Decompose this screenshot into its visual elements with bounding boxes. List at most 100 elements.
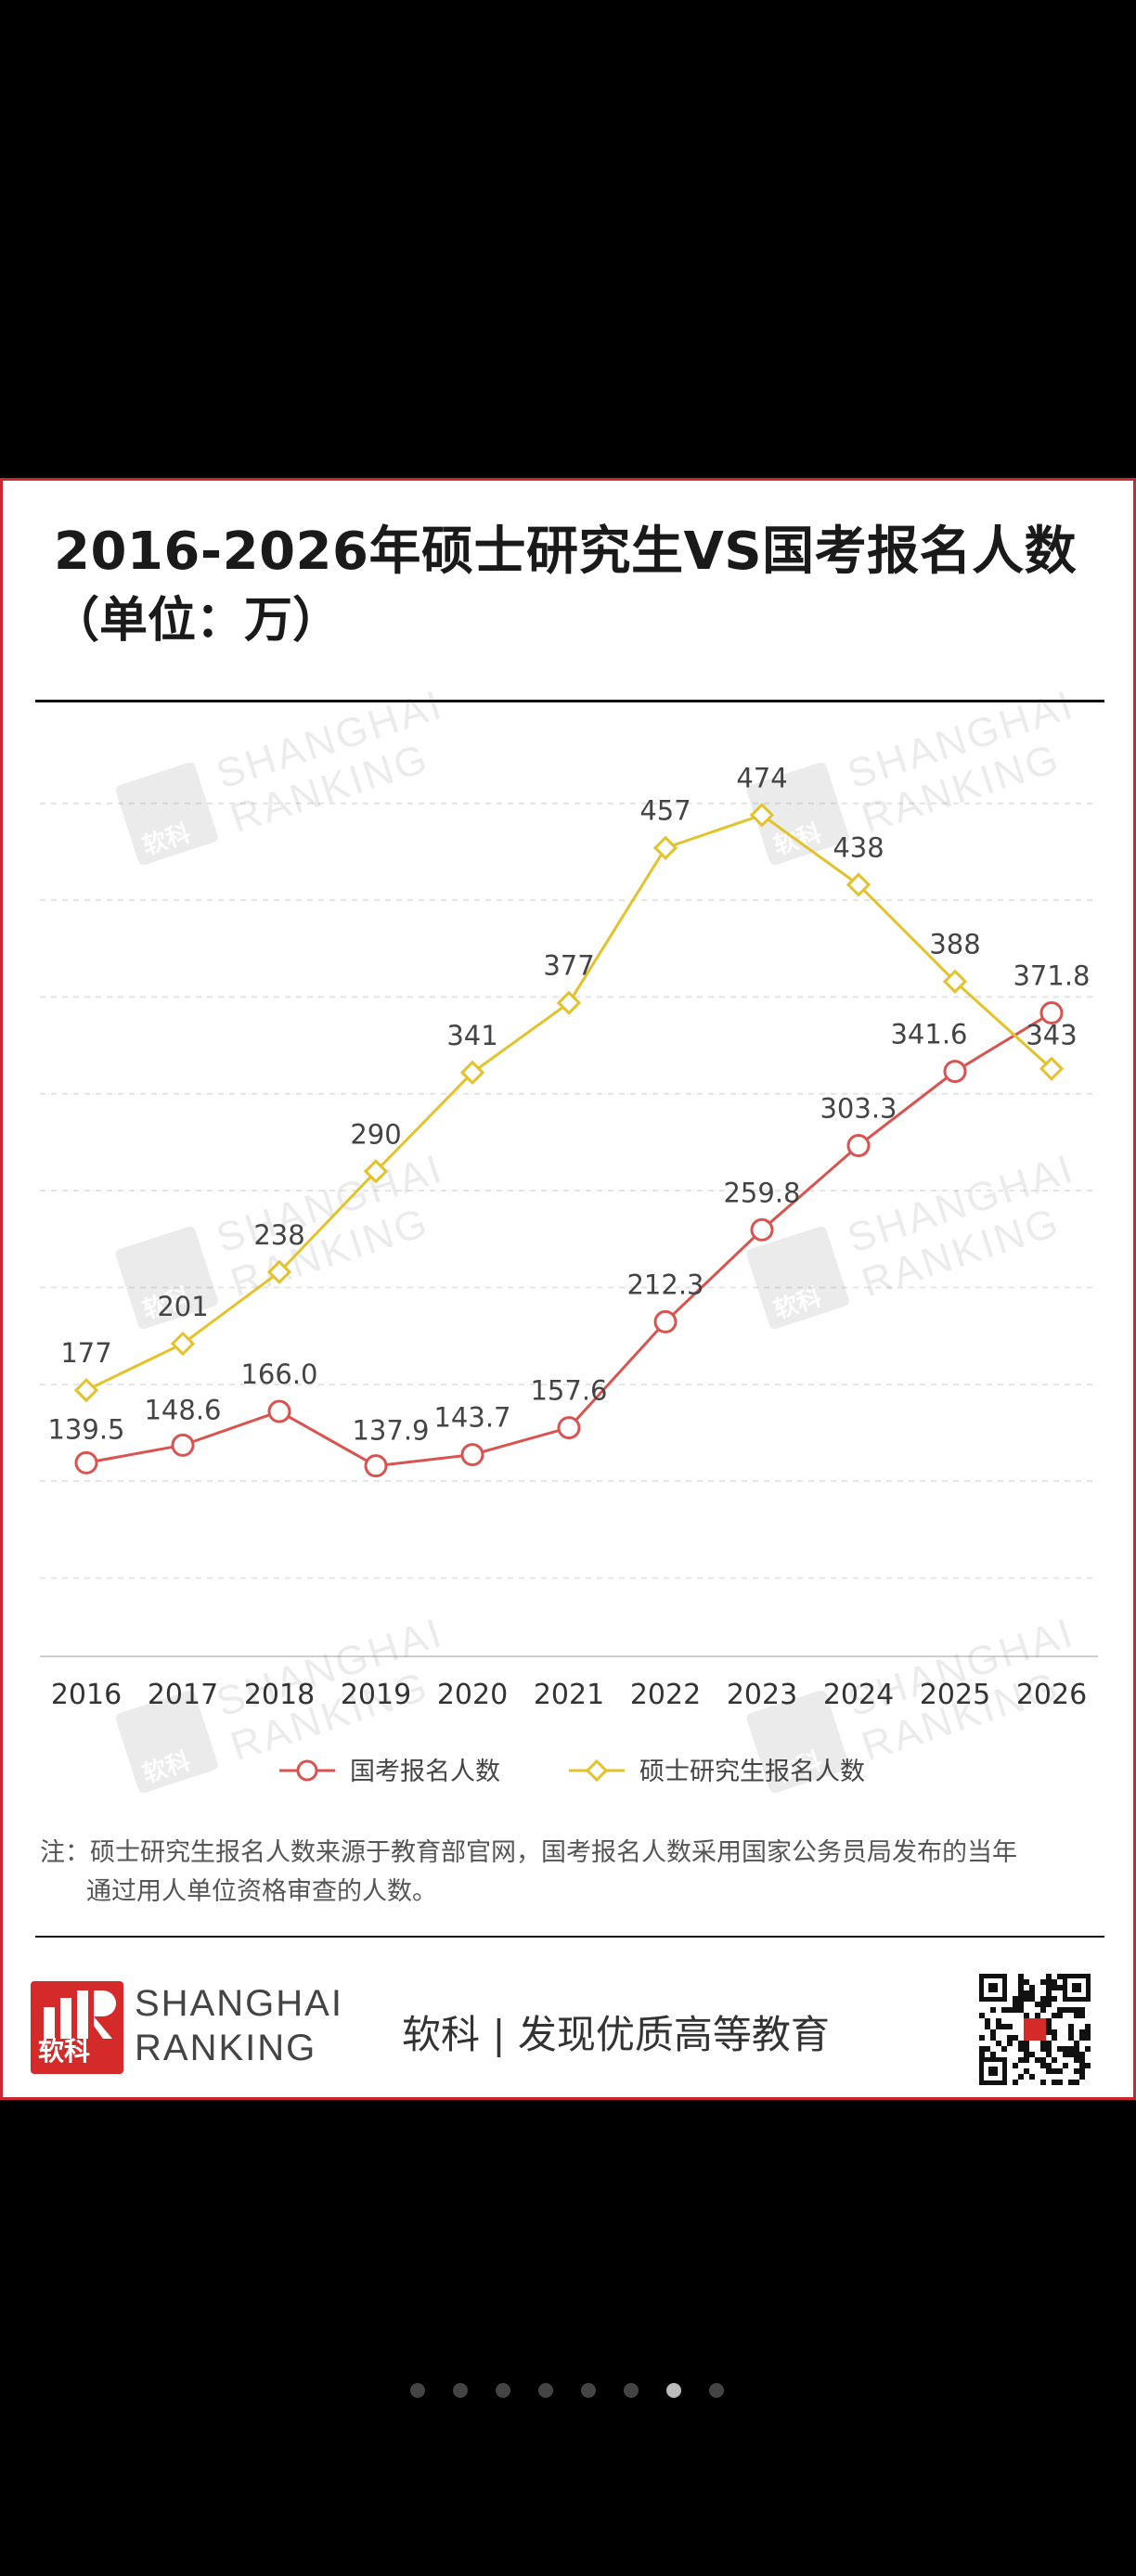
data-point — [943, 1060, 967, 1084]
legend-label: 硕士研究生报名人数 — [639, 1758, 865, 1786]
data-point — [1039, 1056, 1065, 1081]
chart-title: 2016-2026年硕士研究生VS国考报名人数 — [54, 522, 1078, 582]
data-label: 388 — [929, 929, 980, 960]
pagination-dot[interactable] — [624, 2383, 639, 2398]
source-note-line2: 通过用人单位资格审查的人数。 — [86, 1877, 437, 1906]
legend: 国考报名人数 硕士研究生报名人数 — [279, 1758, 865, 1786]
legend-item: 硕士研究生报名人数 — [569, 1758, 865, 1786]
pagination-dot[interactable] — [666, 2383, 681, 2398]
footer: 软科 SHANGHAI RANKING 软科 | 发现优质高等教育 — [3, 1942, 1133, 2100]
data-label: 303.3 — [820, 1093, 897, 1125]
chart-subtitle: （单位：万） — [51, 593, 342, 649]
pagination-dot[interactable] — [410, 2383, 425, 2398]
pagination-dot[interactable] — [453, 2383, 468, 2398]
pagination-dots — [0, 2383, 1136, 2402]
logo-bars-icon — [44, 1990, 116, 2039]
data-point — [1039, 1001, 1064, 1025]
data-label: 343 — [1026, 1020, 1077, 1051]
x-tick-label: 2016 — [51, 1679, 122, 1711]
source-note: 注：硕士研究生报名人数来源于教育部官网，国考报名人数采用国家公务员局发布的当年 … — [40, 1834, 1107, 1912]
pagination-dot[interactable] — [709, 2383, 724, 2398]
data-label: 290 — [350, 1118, 401, 1150]
watermark-logo — [746, 762, 849, 866]
watermark-logo — [746, 1690, 849, 1794]
logo-text: 软科 — [38, 2036, 91, 2067]
data-point — [846, 872, 871, 897]
grid-lines — [40, 802, 1098, 1657]
data-point — [364, 1454, 388, 1478]
x-tick-label: 2018 — [244, 1679, 315, 1711]
x-tick-label: 2019 — [341, 1679, 411, 1711]
slogan: 软科 | 发现优质高等教育 — [402, 2012, 830, 2057]
data-label: 201 — [157, 1291, 208, 1322]
data-point — [942, 969, 968, 994]
series-kaoyan: 177 201 238 290 341 377 457 474 438 388 343 — [60, 762, 1078, 1403]
data-point — [846, 1134, 871, 1158]
watermark-logo — [115, 1690, 218, 1794]
data-label: 212.3 — [626, 1269, 704, 1300]
data-point — [556, 990, 582, 1015]
data-point — [460, 1443, 484, 1467]
x-tick-label: 2023 — [727, 1679, 797, 1711]
data-label: 137.9 — [352, 1415, 429, 1447]
x-tick-label: 2026 — [1016, 1679, 1087, 1711]
data-label: 438 — [833, 831, 884, 863]
pagination-dot[interactable] — [581, 2383, 596, 2398]
series-lines: 139.5 148.6 166.0 137.9 143.7 157.6 212.3 259.8… — [47, 762, 1091, 1478]
watermark-logo — [115, 762, 218, 866]
data-label: 474 — [736, 762, 787, 793]
data-label: 377 — [543, 950, 594, 982]
data-label: 371.8 — [1013, 960, 1090, 992]
series-guokao: 139.5 148.6 166.0 137.9 143.7 157.6 212.3 259.8… — [47, 960, 1091, 1478]
data-point — [749, 803, 775, 828]
footer-divider — [35, 1936, 1104, 1938]
data-point — [266, 1259, 292, 1284]
data-label: 157.6 — [530, 1375, 607, 1407]
legend-marker — [585, 1758, 609, 1783]
data-point — [171, 1433, 195, 1457]
data-label: 238 — [253, 1219, 304, 1251]
source-note-line1: 注：硕士研究生报名人数来源于教育部官网，国考报名人数采用国家公务员局发布的当年 — [40, 1838, 1017, 1867]
legend-label: 国考报名人数 — [350, 1758, 500, 1786]
pagination-dot[interactable] — [538, 2383, 553, 2398]
brand-name-line1: SHANGHAI — [135, 1983, 343, 2024]
shanghai-ranking-logo: 软科 — [31, 1981, 123, 2074]
qr-code-icon — [977, 1972, 1092, 2087]
watermark-logo — [115, 1226, 218, 1330]
data-point — [653, 1309, 678, 1333]
x-tick-label: 2017 — [148, 1679, 218, 1711]
data-point — [652, 835, 678, 860]
title-divider — [35, 700, 1104, 702]
pagination-dot[interactable] — [496, 2383, 510, 2398]
data-label: 139.5 — [47, 1413, 124, 1445]
data-point — [170, 1331, 196, 1357]
chart-card: 2016-2026年硕士研究生VS国考报名人数 （单位：万） 软科 SHANGHA… — [0, 478, 1136, 2100]
brand-name-line2: RANKING — [135, 2028, 317, 2068]
data-point — [267, 1399, 291, 1423]
data-label: 143.7 — [433, 1402, 510, 1434]
data-point — [557, 1416, 581, 1440]
series-line — [85, 813, 1053, 1392]
data-label: 341.6 — [890, 1019, 967, 1050]
data-label: 259.8 — [723, 1177, 800, 1208]
data-label: 341 — [446, 1020, 497, 1051]
data-label: 177 — [60, 1337, 111, 1369]
data-point — [459, 1060, 485, 1085]
data-point — [73, 1377, 99, 1403]
legend-item: 国考报名人数 — [279, 1758, 500, 1786]
data-label: 457 — [639, 795, 691, 827]
data-label: 166.0 — [240, 1359, 317, 1390]
watermark-logo — [746, 1226, 849, 1330]
legend-marker — [296, 1759, 318, 1782]
data-point — [74, 1450, 98, 1475]
data-label: 148.6 — [144, 1394, 221, 1425]
x-tick-label: 2024 — [823, 1679, 894, 1711]
data-point — [750, 1217, 774, 1242]
x-tick-label: 2020 — [437, 1679, 508, 1711]
x-tick-label: 2025 — [920, 1679, 990, 1711]
x-tick-label: 2022 — [630, 1679, 701, 1711]
